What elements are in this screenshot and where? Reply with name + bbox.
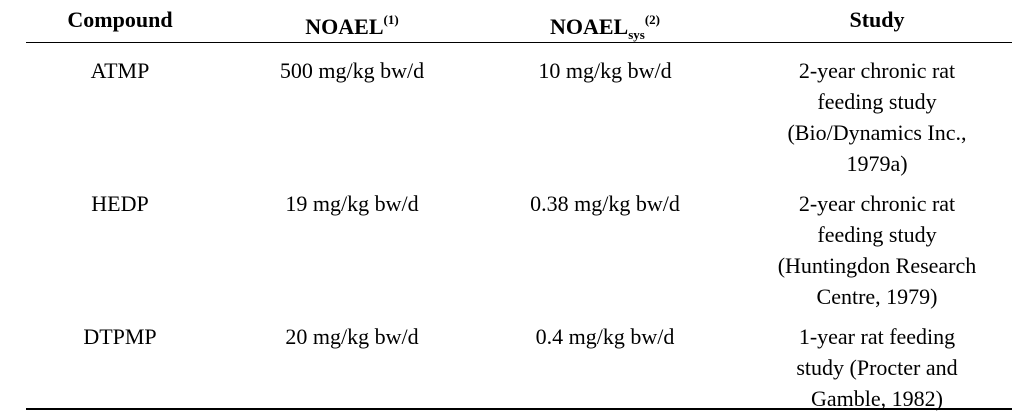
header-text: NOAEL (549, 14, 629, 39)
cell-text: 500 mg/kg bw/d (279, 58, 425, 83)
header-cell: Compound (0, 4, 250, 35)
cell-text: 10 mg/kg bw/d (538, 58, 672, 83)
cell-text: DTPMP (83, 324, 157, 349)
cell-line: (Huntingdon Research (777, 253, 977, 278)
header-subscript: sys (628, 27, 645, 42)
header-superscript: (2) (644, 12, 661, 27)
table-cell: 2-year chronic rat feeding study (Huntingd… (747, 188, 1007, 312)
table-cell: 10 mg/kg bw/d (475, 55, 735, 86)
table-cell: 0.38 mg/kg bw/d (475, 188, 735, 219)
cell-line: 2-year chronic rat (798, 191, 956, 216)
header-text: NOAEL (305, 14, 384, 39)
header-rule (26, 42, 1012, 43)
cell-text: 0.4 mg/kg bw/d (535, 324, 675, 349)
table-cell: 0.4 mg/kg bw/d (475, 321, 735, 352)
header-cell: NOAEL(1) (222, 4, 482, 42)
table-cell: DTPMP (0, 321, 250, 352)
cell-line: study (Procter and (796, 355, 958, 380)
table-cell: 2-year chronic rat feeding study (Bio/Dyna… (747, 55, 1007, 179)
bottom-rule (26, 408, 1012, 410)
cell-text: HEDP (91, 191, 149, 216)
cell-text: 20 mg/kg bw/d (285, 324, 419, 349)
cell-line: feeding study (817, 89, 937, 114)
cell-line: 1-year rat feeding (798, 324, 956, 349)
header-cell: NOAELsys(2) (475, 4, 735, 50)
cell-line: feeding study (817, 222, 937, 247)
header-superscript: (1) (383, 12, 399, 27)
header-text: Compound (67, 7, 173, 32)
header-text: Study (849, 7, 905, 32)
cell-line: (Bio/Dynamics Inc., (787, 120, 967, 145)
cell-line: Centre, 1979) (816, 284, 938, 309)
cell-line: Gamble, 1982) (811, 386, 943, 411)
table-cell: ATMP (0, 55, 250, 86)
table-cell: HEDP (0, 188, 250, 219)
table-cell: 20 mg/kg bw/d (222, 321, 482, 352)
cell-text: ATMP (90, 58, 150, 83)
table-cell: 1-year rat feeding study (Procter and Gamb… (747, 321, 1007, 414)
cell-text: 19 mg/kg bw/d (285, 191, 419, 216)
table-cell: 19 mg/kg bw/d (222, 188, 482, 219)
cell-text: 0.38 mg/kg bw/d (530, 191, 680, 216)
header-cell: Study (747, 4, 1007, 35)
cell-line: 1979a) (846, 151, 908, 176)
cell-line: 2-year chronic rat (798, 58, 956, 83)
table-cell: 500 mg/kg bw/d (222, 55, 482, 86)
